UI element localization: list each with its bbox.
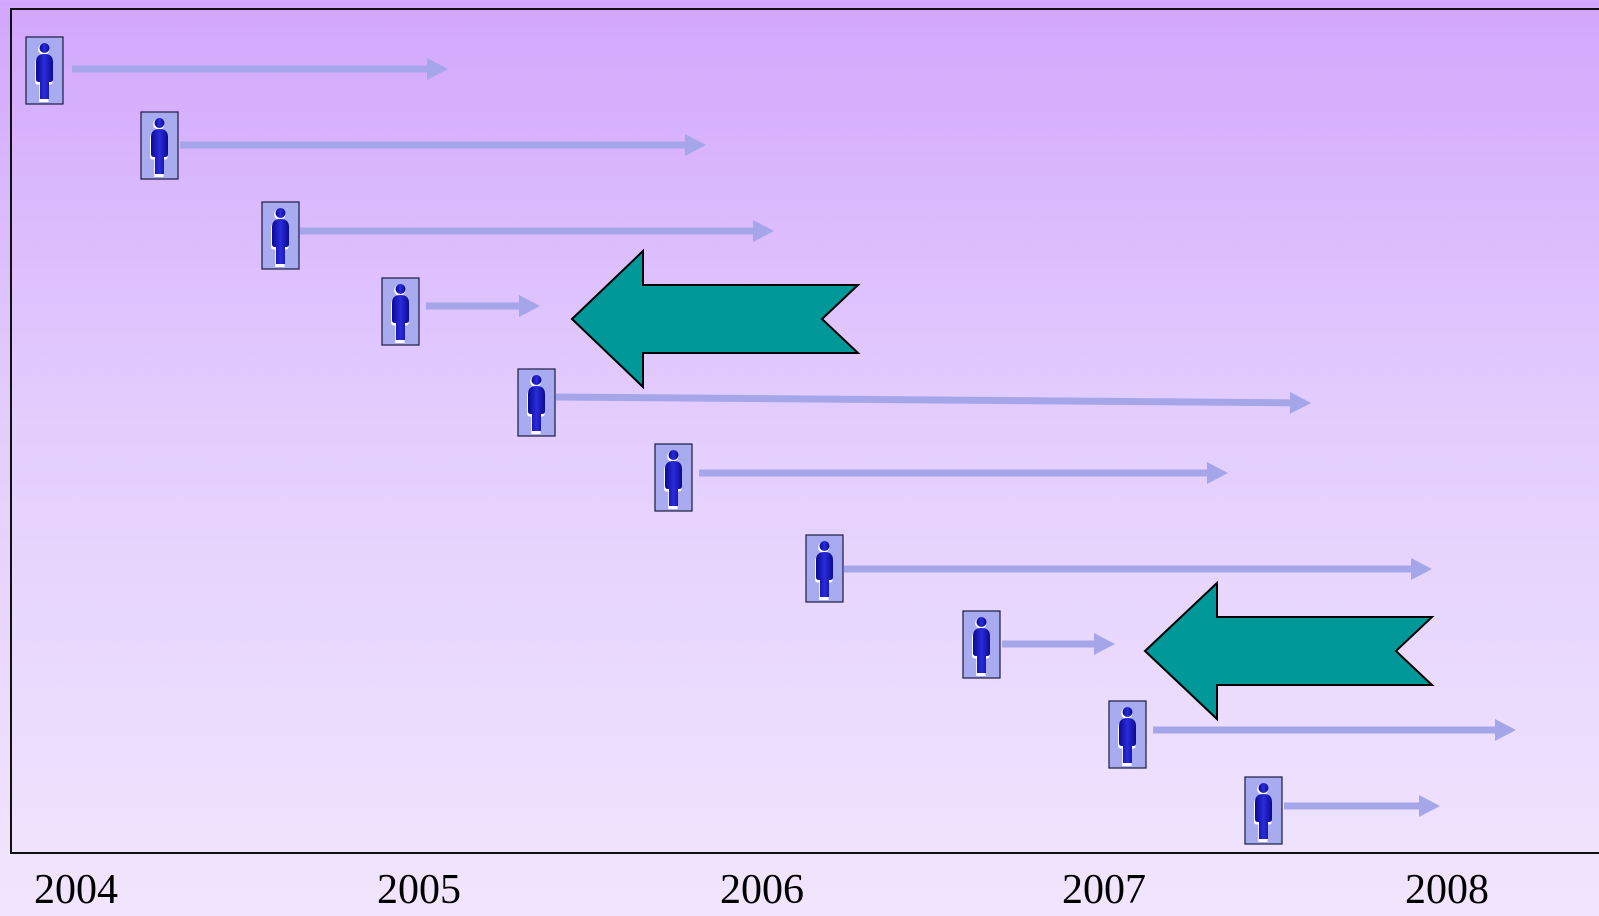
timeline-arrow (699, 462, 1228, 484)
timeline-arrow (300, 220, 774, 242)
timeline-arrow (1153, 719, 1516, 741)
diagram-frame (10, 8, 1599, 854)
timeline-arrow (1284, 795, 1440, 817)
year-label-2005: 2005 (377, 867, 461, 913)
person-icon (1108, 700, 1147, 769)
person-icon (1244, 776, 1283, 845)
person-icon (261, 201, 300, 270)
timeline-arrow (180, 134, 706, 156)
big-left-arrow (570, 248, 861, 390)
person-icon (805, 534, 844, 603)
timeline-arrow (844, 558, 1432, 580)
person-icon (25, 36, 64, 105)
timeline-arrow (426, 295, 540, 317)
year-label-2008: 2008 (1405, 867, 1489, 913)
timeline-arrow (1002, 633, 1115, 655)
timeline-arrow (72, 58, 448, 80)
person-icon (962, 610, 1001, 679)
year-label-2006: 2006 (720, 867, 804, 913)
year-label-2004: 2004 (34, 867, 118, 913)
person-icon (381, 277, 420, 346)
person-icon (517, 368, 556, 437)
big-arrows (570, 248, 1435, 722)
timeline-arrow (555, 391, 1311, 414)
people (25, 36, 1283, 845)
person-icon (654, 443, 693, 512)
year-label-2007: 2007 (1062, 867, 1146, 913)
big-left-arrow (1143, 580, 1435, 722)
timeline-arrows (72, 58, 1516, 817)
person-icon (140, 111, 179, 180)
